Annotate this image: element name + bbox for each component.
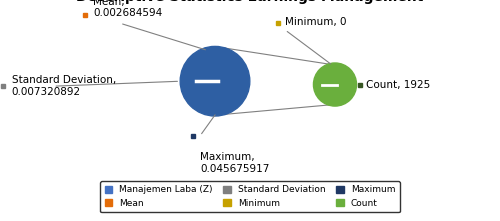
Text: Maximum,
0.045675917: Maximum, 0.045675917 — [200, 152, 270, 174]
Legend: Manajemen Laba (Z), Mean, Standard Deviation, Minimum, Maximum, Count: Manajemen Laba (Z), Mean, Standard Devia… — [100, 181, 400, 212]
Text: Count, 1925: Count, 1925 — [366, 80, 430, 90]
Text: Mean,
0.002684594: Mean, 0.002684594 — [94, 0, 162, 18]
Text: Minimum, 0: Minimum, 0 — [285, 17, 346, 27]
Text: Standard Deviation,
0.007320892: Standard Deviation, 0.007320892 — [12, 75, 116, 97]
Circle shape — [180, 46, 250, 116]
Title: Descriptive Statistics Earnings Management: Descriptive Statistics Earnings Manageme… — [76, 0, 424, 4]
Circle shape — [314, 63, 356, 106]
